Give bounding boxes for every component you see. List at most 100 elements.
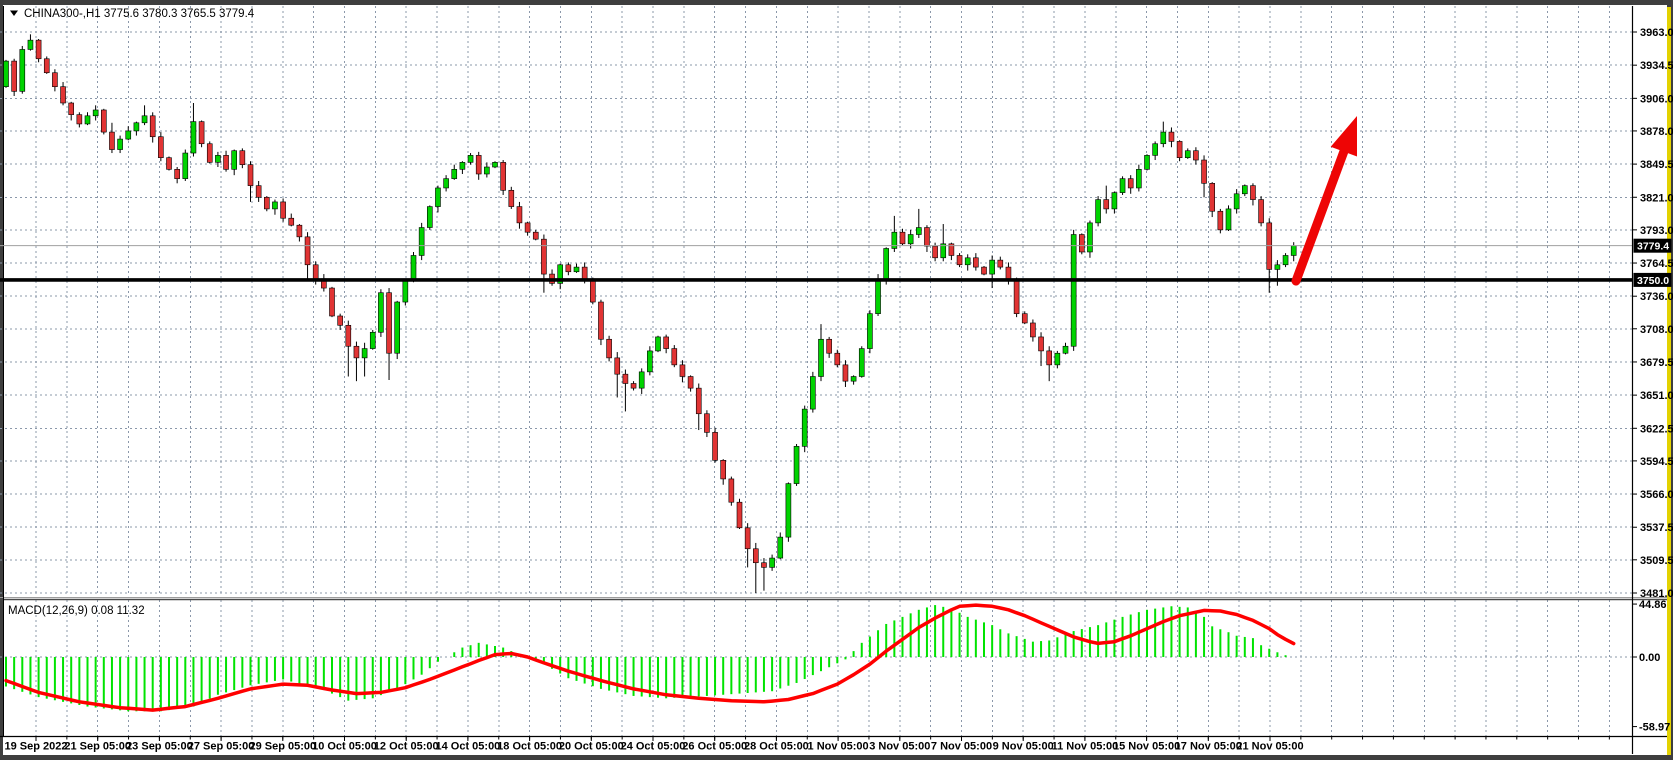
- price-axis-label: 3906.0: [1640, 93, 1673, 105]
- candle: [378, 289, 384, 337]
- time-axis-label: 26 Oct 05:00: [682, 741, 747, 753]
- candle: [247, 161, 254, 202]
- price-axis-label: 3679.5: [1640, 357, 1673, 369]
- candle: [614, 352, 621, 398]
- candle: [451, 164, 458, 180]
- candle: [516, 201, 523, 229]
- collapse-arrow-icon[interactable]: [10, 10, 18, 17]
- candle: [1062, 342, 1069, 355]
- time-axis-label: 24 Oct 05:00: [621, 741, 686, 753]
- price-axis-label: 3821.0: [1640, 192, 1673, 204]
- candle: [1160, 121, 1167, 148]
- candle: [435, 185, 441, 213]
- candle: [720, 459, 727, 485]
- candle: [1184, 148, 1191, 159]
- candle: [1103, 185, 1110, 214]
- candle: [321, 274, 327, 292]
- candle: [109, 122, 115, 154]
- time-axis-label: 19 Sep 2022: [5, 741, 68, 753]
- candle: [1127, 175, 1134, 194]
- candle: [68, 101, 74, 121]
- time-axis-label: 10 Oct 05:00: [312, 741, 377, 753]
- candle: [940, 224, 947, 262]
- candle: [915, 208, 922, 239]
- candle: [924, 225, 930, 252]
- time-axis-label: 17 Nov 05:00: [1175, 741, 1242, 753]
- price-axis-label: 3594.5: [1640, 456, 1673, 468]
- candle: [206, 141, 213, 164]
- candle: [744, 523, 751, 568]
- candle: [1030, 319, 1036, 342]
- macd-signal-line: [4, 603, 1296, 712]
- candle: [785, 482, 792, 542]
- time-axis-label: 12 Oct 05:00: [374, 741, 439, 753]
- overlay-lines[interactable]: [0, 245, 1632, 282]
- chart-background: [3, 5, 1667, 755]
- candle: [1046, 346, 1052, 382]
- candle: [149, 112, 156, 143]
- candle: [459, 161, 466, 174]
- candle: [1111, 191, 1118, 214]
- candle: [1152, 141, 1158, 161]
- candle: [1209, 182, 1215, 218]
- candle: [141, 105, 148, 126]
- candle: [695, 383, 702, 431]
- candle: [655, 335, 661, 353]
- candle: [1013, 277, 1020, 318]
- candle: [117, 135, 123, 154]
- arrow-shaft[interactable]: [1291, 141, 1351, 286]
- candle: [190, 102, 197, 157]
- price-axis-label: 3651.0: [1640, 390, 1673, 402]
- candle: [296, 224, 303, 242]
- candle: [647, 346, 653, 376]
- candle: [337, 313, 343, 330]
- price-axis-label: 3793.0: [1640, 225, 1673, 237]
- grid-layer: [0, 6, 1667, 738]
- candle: [736, 498, 743, 529]
- candle: [239, 148, 246, 169]
- candle: [84, 112, 91, 126]
- candle: [1079, 233, 1085, 255]
- candle: [981, 265, 987, 276]
- price-axis-label: 3963.0: [1640, 27, 1673, 39]
- candle: [989, 255, 995, 289]
- time-axis-label: 1 Nov 05:00: [808, 741, 869, 753]
- candle: [345, 320, 352, 377]
- arrow-head[interactable]: [1330, 116, 1357, 157]
- candle: [443, 175, 449, 192]
- candle: [1054, 350, 1061, 369]
- candle: [1250, 183, 1256, 206]
- time-axis-label: 14 Oct 05:00: [435, 741, 500, 753]
- candle: [1225, 205, 1232, 232]
- candle: [426, 205, 433, 230]
- price-axis-label: 3537.5: [1640, 522, 1673, 534]
- candle: [280, 198, 286, 222]
- candle: [573, 263, 580, 273]
- candle: [1217, 208, 1224, 234]
- candle: [35, 38, 42, 63]
- trend-arrow[interactable]: [1291, 116, 1357, 286]
- candle: [231, 149, 237, 176]
- candle: [524, 221, 531, 236]
- candle: [777, 532, 784, 560]
- candle: [361, 342, 368, 377]
- time-axis-label: 21 Nov 05:00: [1236, 741, 1303, 753]
- candle: [973, 253, 979, 271]
- time-axis-label: 9 Nov 05:00: [993, 741, 1054, 753]
- time-axis-label: 28 Oct 05:00: [744, 741, 809, 753]
- candle: [1087, 220, 1093, 258]
- candle: [850, 375, 857, 385]
- price-axis[interactable]: 3963.0 3934.5 3906.0 3878.0 3849.5 3821.0 3793…: [1631, 6, 1673, 754]
- candle: [1038, 332, 1044, 367]
- candle: [801, 405, 808, 453]
- candle: [52, 69, 58, 92]
- candle: [728, 476, 735, 506]
- candle: [826, 336, 832, 358]
- candle: [867, 310, 873, 354]
- time-axis-label: 7 Nov 05:00: [931, 741, 992, 753]
- current-price-badge-label: 3779.4: [1637, 241, 1669, 253]
- candle: [1176, 140, 1183, 162]
- time-axis-label: 15 Nov 05:00: [1113, 741, 1180, 753]
